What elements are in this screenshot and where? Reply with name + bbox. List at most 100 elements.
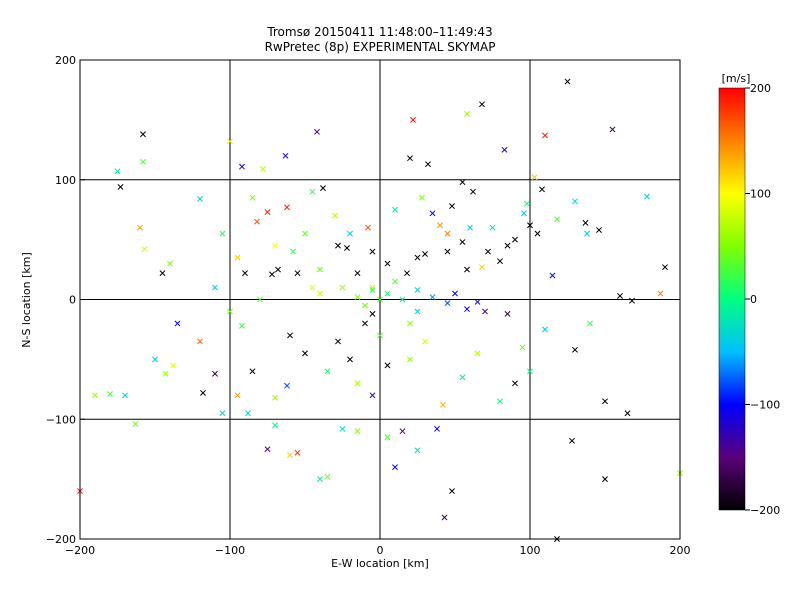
data-point-cross bbox=[287, 452, 293, 459]
data-point-cross bbox=[362, 320, 368, 327]
data-point-cross bbox=[354, 380, 361, 387]
data-point-cross bbox=[572, 198, 578, 205]
data-point-cross bbox=[365, 224, 371, 231]
data-point-cross bbox=[347, 356, 353, 363]
colorbar-tick-label: 100 bbox=[750, 188, 771, 201]
y-tick-label: −200 bbox=[46, 533, 76, 546]
data-point-cross bbox=[464, 306, 470, 313]
data-point-cross bbox=[339, 425, 346, 432]
y-tick-label: −100 bbox=[46, 413, 76, 426]
data-point-cross bbox=[114, 168, 121, 175]
data-point-cross bbox=[572, 346, 578, 353]
data-point-cross bbox=[140, 131, 146, 138]
data-point-cross bbox=[369, 284, 376, 291]
data-point-cross bbox=[369, 248, 376, 255]
data-point-cross bbox=[122, 392, 128, 399]
x-tick-label: −200 bbox=[65, 544, 95, 557]
data-point-cross bbox=[317, 476, 323, 483]
data-point-cross bbox=[377, 296, 383, 303]
x-tick-label: 100 bbox=[520, 544, 541, 557]
colorbar bbox=[718, 87, 746, 511]
data-point-cross bbox=[617, 292, 623, 299]
data-point-cross bbox=[549, 272, 556, 279]
data-point-cross bbox=[474, 298, 481, 305]
data-point-cross bbox=[392, 206, 398, 213]
data-point-cross bbox=[282, 152, 289, 159]
data-point-cross bbox=[489, 224, 496, 231]
data-point-cross bbox=[377, 332, 383, 339]
data-point-cross bbox=[474, 350, 481, 357]
data-point-cross bbox=[234, 392, 241, 399]
data-point-cross bbox=[174, 320, 181, 327]
y-axis-label: N-S location [km] bbox=[20, 252, 33, 348]
data-point-cross bbox=[317, 266, 323, 273]
data-point-cross bbox=[335, 242, 341, 249]
data-point-cross bbox=[272, 422, 278, 429]
colorbar-tick-label: 200 bbox=[750, 82, 771, 95]
data-point-cross bbox=[485, 248, 491, 255]
x-ticks: −200 −100 0 100 200 bbox=[65, 534, 691, 557]
data-point-cross bbox=[464, 266, 470, 273]
data-point-cross bbox=[320, 185, 326, 192]
x-axis-label: E-W location [km] bbox=[331, 557, 429, 570]
data-point-cross bbox=[354, 294, 361, 301]
data-point-cross bbox=[309, 284, 316, 291]
data-point-cross bbox=[242, 270, 248, 277]
data-point-cross bbox=[444, 300, 451, 307]
x-tick-label: 200 bbox=[670, 544, 691, 557]
data-point-cross bbox=[554, 216, 560, 223]
data-point-cross bbox=[272, 394, 278, 401]
y-ticks: −200 −100 0 100 200 bbox=[46, 54, 85, 546]
data-point-cross bbox=[354, 428, 361, 435]
data-point-cross bbox=[284, 204, 290, 211]
data-point-cross bbox=[245, 410, 251, 417]
data-point-cross bbox=[290, 248, 296, 255]
data-point-cross bbox=[434, 425, 440, 432]
data-point-cross bbox=[569, 437, 575, 444]
data-point-cross bbox=[629, 297, 635, 304]
y-tick-label: 100 bbox=[55, 174, 76, 187]
data-point-cross bbox=[399, 428, 406, 435]
data-point-cross bbox=[459, 239, 466, 245]
data-point-cross bbox=[410, 116, 416, 123]
data-point-cross bbox=[399, 296, 406, 303]
data-point-cross bbox=[414, 286, 421, 293]
data-point-cross bbox=[92, 392, 98, 399]
data-point-cross bbox=[542, 132, 548, 139]
data-point-cross bbox=[132, 421, 139, 427]
data-point-cross bbox=[407, 356, 413, 363]
data-point-cross bbox=[284, 382, 290, 389]
data-point-cross bbox=[407, 320, 413, 327]
data-point-cross bbox=[479, 264, 485, 271]
data-point-cross bbox=[582, 219, 589, 226]
data-point-cross bbox=[501, 146, 508, 153]
data-point-cross bbox=[459, 179, 466, 186]
data-point-cross bbox=[449, 488, 455, 495]
data-point-cross bbox=[467, 224, 473, 231]
data-point-cross bbox=[449, 203, 455, 210]
data-point-cross bbox=[339, 284, 346, 291]
data-point-cross bbox=[294, 449, 301, 456]
data-point-cross bbox=[141, 246, 148, 253]
data-point-cross bbox=[512, 236, 518, 243]
colorbar-tick-label: 0 bbox=[750, 293, 757, 306]
data-point-cross bbox=[170, 362, 176, 369]
data-point-cross bbox=[440, 401, 446, 408]
data-point-cross bbox=[531, 174, 538, 181]
data-point-cross bbox=[332, 212, 338, 219]
data-point-cross bbox=[107, 391, 113, 398]
chart-title-line1: Tromsø 20150411 11:48:00–11:49:43 bbox=[266, 25, 492, 39]
data-point-cross bbox=[347, 230, 353, 237]
data-point-cross bbox=[504, 242, 511, 249]
data-point-cross bbox=[227, 138, 233, 145]
data-point-cross bbox=[497, 258, 503, 265]
data-point-cross bbox=[219, 410, 226, 417]
data-point-cross bbox=[596, 227, 602, 233]
data-point-cross bbox=[384, 290, 391, 297]
data-point-cross bbox=[521, 210, 527, 217]
data-point-cross bbox=[384, 362, 391, 369]
colorbar-label: [m/s] bbox=[722, 72, 751, 85]
data-point-cross bbox=[264, 209, 271, 216]
data-point-cross bbox=[317, 290, 323, 297]
